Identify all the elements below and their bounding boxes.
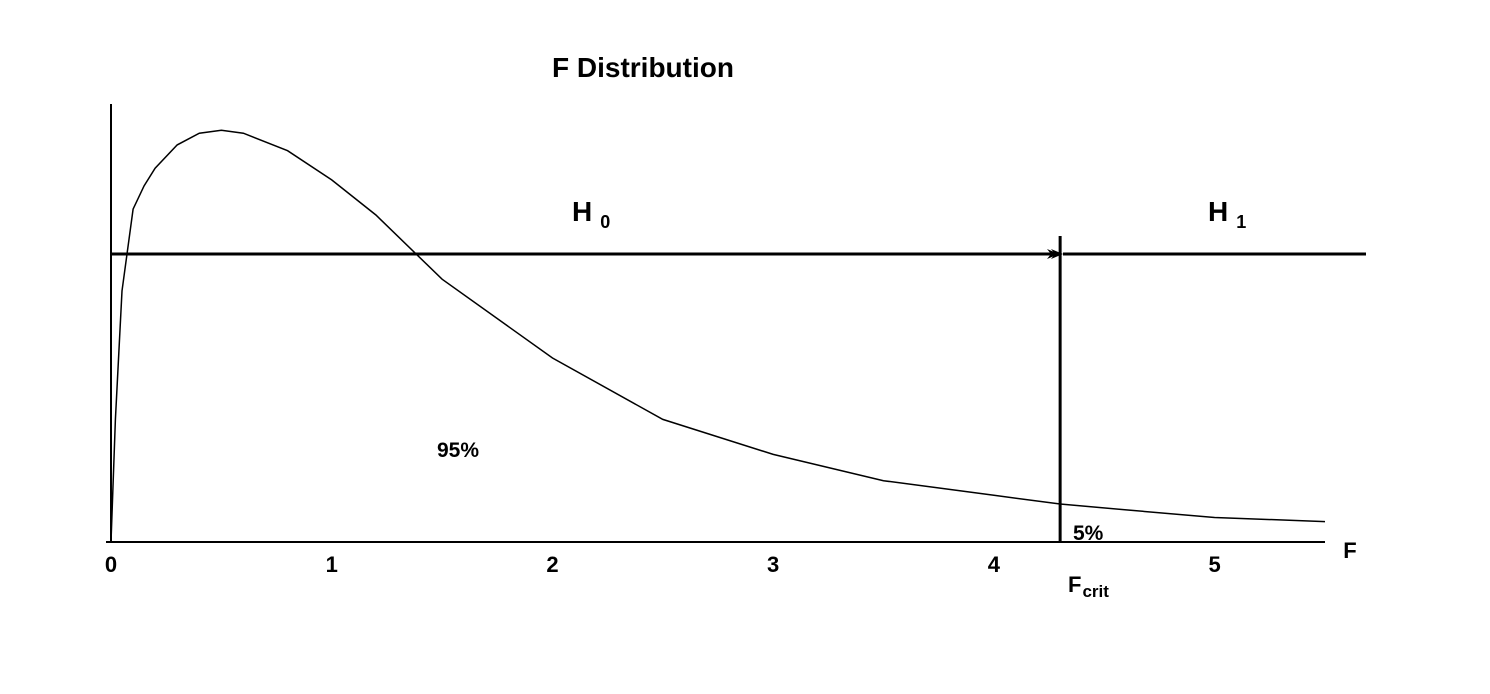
x-tick-label: 1 xyxy=(326,552,338,577)
x-tick-label: 5 xyxy=(1209,552,1221,577)
x-axis-label: F xyxy=(1343,538,1356,563)
rejection-area-label: 5% xyxy=(1073,522,1104,545)
acceptance-area-label: 95% xyxy=(437,439,479,462)
density-curve xyxy=(110,129,1326,543)
x-tick-label: 0 xyxy=(105,552,117,577)
x-tick-label: 4 xyxy=(988,552,1001,577)
critical-value-label: Fcrit xyxy=(1068,572,1109,601)
x-tick-labels: 0 1 2 3 4 5 xyxy=(105,552,1221,577)
x-tick-label: 3 xyxy=(767,552,779,577)
chart-title: F Distribution xyxy=(552,52,734,83)
x-tick-label: 2 xyxy=(546,552,558,577)
